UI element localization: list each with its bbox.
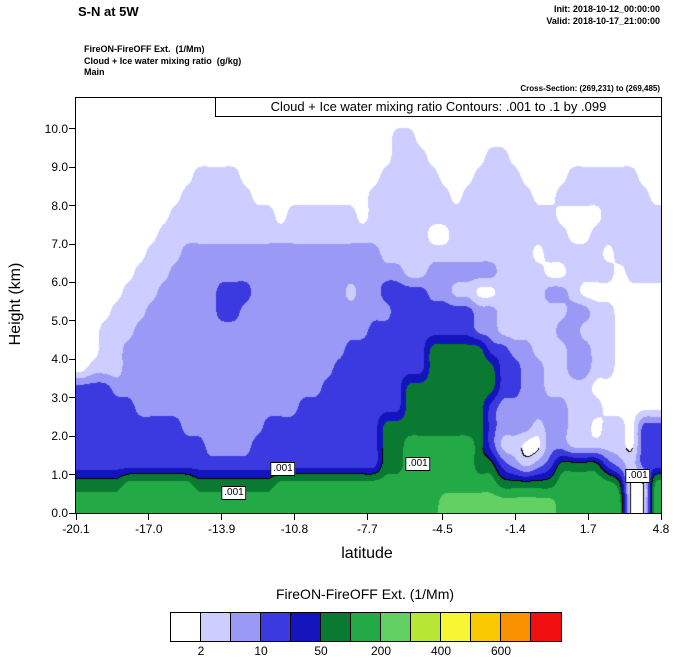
colorbar-cell	[261, 613, 291, 641]
y-axis-tick-label: 0.0	[51, 506, 68, 520]
mixing-ratio-field-label: Cloud + Ice water mixing ratio (g/kg)	[84, 55, 242, 66]
colorbar-cell	[441, 613, 471, 641]
y-axis-tick	[69, 166, 76, 168]
contour-label: .001	[625, 469, 651, 483]
y-axis-tick	[69, 205, 76, 207]
x-axis-tick-label: -7.7	[356, 522, 378, 536]
contour-info-box: Cloud + Ice water mixing ratio Contours:…	[215, 97, 662, 117]
x-axis-tick-label: -17.0	[135, 522, 163, 536]
colorbar-cell	[291, 613, 321, 641]
colorbar-tick-label: 50	[314, 644, 328, 658]
y-axis-tick	[69, 435, 76, 437]
extinction-field-label: FireON-FireOFF Ext. (1/Mm)	[84, 44, 205, 54]
colorbar-cell	[351, 613, 381, 641]
contour-label: .001	[221, 486, 247, 500]
colorbar-cell	[501, 613, 531, 641]
y-axis-tick	[69, 512, 76, 514]
colorbar-cell	[381, 613, 411, 641]
contour-field-canvas	[76, 98, 661, 513]
x-axis-tick	[366, 513, 368, 520]
x-axis-tick-label: -20.1	[62, 522, 90, 536]
y-axis-tick-label: 1.0	[51, 467, 68, 482]
y-axis-tick	[69, 243, 76, 245]
model-info-block: FireON-FireOFF Ext. (1/Mm) Cloud + Ice w…	[84, 44, 241, 79]
y-axis-tick	[69, 474, 76, 476]
x-axis-tick-label: -1.4	[504, 522, 526, 536]
contour-label: .001	[270, 462, 296, 476]
x-axis-tick-label: -4.5	[432, 522, 453, 536]
colorbar-cell	[201, 613, 231, 641]
colorbar-tick-label: 600	[490, 644, 512, 658]
run-times: Init: 2018-10-12_00:00:00 Valid: 2018-10…	[546, 4, 660, 27]
y-axis-tick-label: 8.0	[51, 198, 68, 213]
y-axis-tick	[69, 128, 76, 130]
y-axis-tick-label: 9.0	[51, 160, 68, 175]
valid-timestamp: Valid: 2018-10-17_21:00:00	[546, 15, 660, 26]
y-axis-tick-label: 6.0	[51, 275, 68, 290]
y-axis-tick-label: 10.0	[44, 121, 68, 136]
y-axis-tick-label: 2.0	[51, 429, 68, 444]
x-axis-tick-label: -10.8	[280, 522, 309, 536]
init-timestamp: Init: 2018-10-12_00:00:00	[553, 4, 660, 14]
x-axis-tick	[221, 513, 223, 520]
y-axis-tick	[69, 397, 76, 399]
colorbar-cell	[321, 613, 351, 641]
x-axis-tick	[293, 513, 295, 520]
x-axis-tick	[75, 513, 77, 520]
x-axis-tick	[148, 513, 150, 520]
colorbar-tick-label: 200	[370, 644, 392, 658]
colorbar-tick-label: 2	[197, 644, 205, 658]
contour-label: .001	[405, 457, 431, 471]
y-axis-tick	[69, 281, 76, 283]
y-axis-tick	[69, 358, 76, 360]
page-title: S-N at 5W	[78, 4, 139, 19]
colorbar-cell	[171, 613, 201, 641]
colorbar-cell	[411, 613, 441, 641]
x-axis-title: latitude	[341, 545, 393, 562]
colorbar-title: FireON-FireOFF Ext. (1/Mm)	[275, 586, 455, 602]
x-axis-tick-label: 4.8	[652, 522, 670, 536]
plot-area: Cloud + Ice water mixing ratio Contours:…	[45, 97, 669, 536]
cross-section-coordinates-label: Cross-Section: (269,231) to (269,485)	[520, 84, 660, 93]
x-axis-tick-label: 1.7	[579, 522, 597, 536]
y-axis-tick-label: 7.0	[51, 237, 68, 252]
y-axis-tick	[69, 320, 76, 322]
x-axis-tick-label: -13.9	[207, 522, 236, 536]
x-axis-tick	[442, 513, 443, 520]
colorbar-cell	[531, 613, 561, 641]
y-axis-tick-label: 3.0	[51, 390, 68, 405]
colorbar-cell	[471, 613, 501, 641]
domain-label: Main	[84, 67, 105, 78]
x-axis-tick	[587, 513, 589, 520]
x-axis-tick	[660, 513, 662, 520]
x-axis-tick	[514, 513, 516, 520]
y-axis-title: Height (km)	[7, 262, 24, 346]
colorbar	[170, 612, 562, 642]
colorbar-cell	[231, 613, 261, 641]
colorbar-tick-label: 10	[254, 644, 268, 658]
y-axis-tick-label: 4.0	[51, 352, 68, 367]
colorbar-tick-label: 400	[430, 644, 452, 658]
y-axis-tick-label: 5.0	[51, 313, 68, 328]
